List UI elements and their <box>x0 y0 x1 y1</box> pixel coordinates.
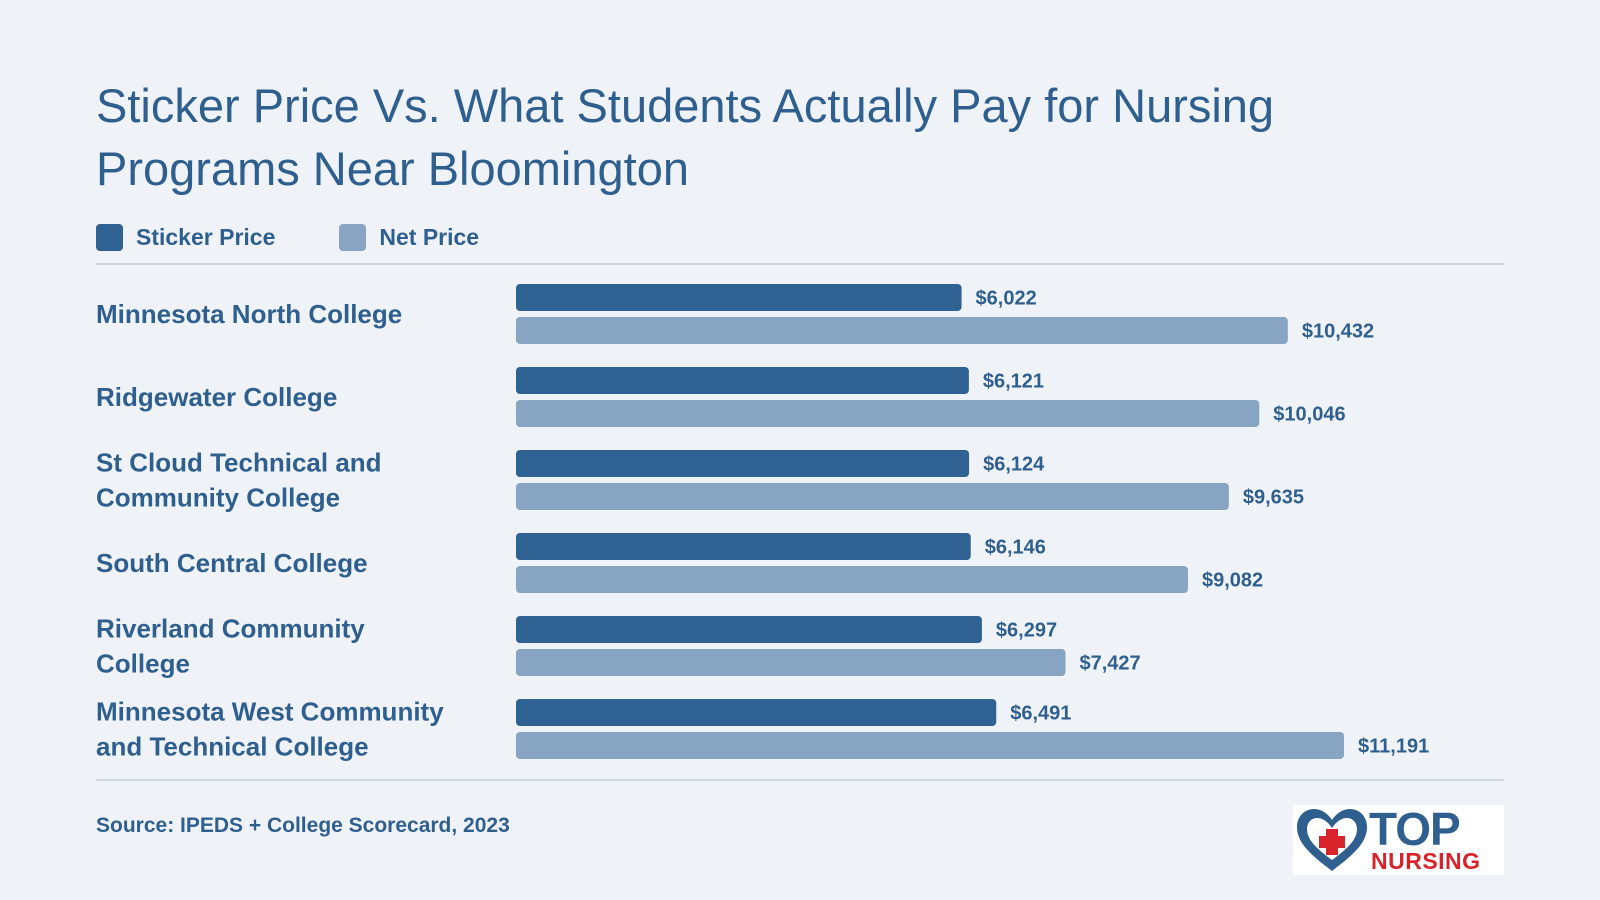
legend-swatch-net <box>339 224 367 251</box>
top-nursing-logo: TOP NURSING <box>1293 805 1504 875</box>
value-label-sticker: $6,491 <box>1010 703 1071 725</box>
category-label: Minnesota West Community <box>96 697 444 727</box>
bar-net <box>516 400 1260 427</box>
logo-wordmark: TOP NURSING <box>1369 803 1481 874</box>
legend-swatch-sticker <box>96 224 123 251</box>
value-label-sticker: $6,121 <box>983 371 1044 393</box>
category-label: Community College <box>96 483 340 513</box>
category-label: Riverland Community <box>96 614 365 644</box>
category-label: College <box>96 649 190 679</box>
bar-sticker <box>516 533 971 560</box>
value-label-net: $10,432 <box>1302 321 1374 343</box>
category-label: Ridgewater College <box>96 382 337 412</box>
heart-cross-icon <box>1297 809 1367 871</box>
category-label: Minnesota North College <box>96 299 402 329</box>
category-label: St Cloud Technical and <box>96 448 382 478</box>
bar-net <box>516 649 1066 676</box>
value-label-net: $10,046 <box>1273 404 1345 426</box>
bar-sticker <box>516 284 962 311</box>
value-label-sticker: $6,022 <box>976 288 1037 310</box>
bar-sticker <box>516 699 997 726</box>
source-note: Source: IPEDS + College Scorecard, 2023 <box>96 814 510 837</box>
legend-label-net: Net Price <box>379 224 480 250</box>
bar-sticker <box>516 450 970 477</box>
bar-net <box>516 317 1288 344</box>
legend-item-sticker: Sticker Price <box>96 224 275 251</box>
bar-net <box>516 732 1344 759</box>
logo-top-text: TOP <box>1369 803 1461 855</box>
bar-sticker <box>516 616 982 643</box>
value-label-net: $9,082 <box>1202 570 1263 592</box>
chart-title: Sticker Price Vs. What Students Actually… <box>96 79 1275 195</box>
legend-item-net: Net Price <box>339 224 479 251</box>
bottom-divider <box>96 779 1504 781</box>
value-label-net: $9,635 <box>1243 487 1304 509</box>
value-label-net: $7,427 <box>1080 653 1141 675</box>
value-label-sticker: $6,297 <box>996 620 1057 642</box>
category-label: South Central College <box>96 548 368 578</box>
value-label-sticker: $6,146 <box>985 537 1046 559</box>
bar-sticker <box>516 367 969 394</box>
legend: Sticker Price Net Price <box>96 224 543 251</box>
bar-net <box>516 566 1188 593</box>
logo-nursing-text: NURSING <box>1371 848 1481 874</box>
value-label-sticker: $6,124 <box>983 454 1045 476</box>
legend-label-sticker: Sticker Price <box>136 224 276 250</box>
category-label: and Technical College <box>96 732 369 762</box>
value-label-net: $11,191 <box>1358 736 1429 758</box>
bar-net <box>516 483 1229 510</box>
top-divider <box>96 263 1504 265</box>
